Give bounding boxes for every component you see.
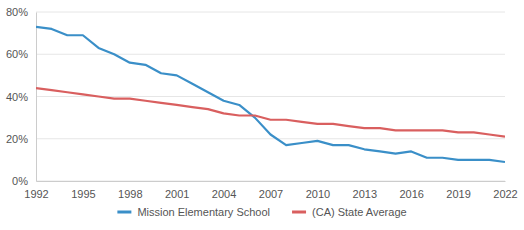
- x-tick: 2022: [493, 181, 517, 200]
- legend-label: (CA) State Average: [312, 206, 407, 218]
- y-tick: 80%: [6, 6, 36, 18]
- series-line: [36, 88, 505, 137]
- x-tick-label: 2019: [446, 188, 470, 200]
- x-tick-label: 2013: [353, 188, 377, 200]
- x-tick: 1995: [71, 181, 95, 200]
- x-tick-label: 1995: [71, 188, 95, 200]
- y-tick-label: 0%: [12, 175, 28, 187]
- chart: 0% 20% 40% 60% 80% 1992 1995 1998 2001 2004 2007 20…: [0, 0, 524, 230]
- x-tick: 2007: [259, 181, 283, 200]
- x-tick-label: 2016: [399, 188, 423, 200]
- y-tick: 20%: [6, 133, 36, 145]
- x-tick-label: 1998: [118, 188, 142, 200]
- x-tick-label: 2001: [165, 188, 189, 200]
- x-axis: 1992 1995 1998 2001 2004 2007 2010 2013 2016 2019…: [24, 181, 517, 200]
- series-line: [36, 27, 505, 162]
- y-axis-line: [36, 13, 37, 182]
- y-tick-label: 60%: [6, 48, 28, 60]
- y-tick-label: 40%: [6, 91, 28, 103]
- x-tick-label: 2010: [306, 188, 330, 200]
- legend-swatch: [292, 211, 306, 214]
- x-tick: 1998: [118, 181, 142, 200]
- x-tick: 2010: [306, 181, 330, 200]
- legend-label: Mission Elementary School: [137, 206, 270, 218]
- grid-line: [36, 54, 505, 55]
- x-tick-label: 2007: [259, 188, 283, 200]
- y-axis: 0% 20% 40% 60% 80%: [6, 6, 37, 187]
- y-tick-label: 80%: [6, 6, 28, 18]
- legend-swatch: [117, 211, 131, 214]
- y-tick: 40%: [6, 91, 36, 103]
- lines: [36, 27, 505, 162]
- legend-item: (CA) State Average: [292, 206, 407, 218]
- x-tick: 2013: [353, 181, 377, 200]
- grid-line: [36, 181, 505, 182]
- x-tick: 2019: [446, 181, 470, 200]
- x-tick-label: 2022: [493, 188, 517, 200]
- x-tick: 2001: [165, 181, 189, 200]
- x-tick-label: 1992: [24, 188, 48, 200]
- grid-line: [36, 138, 505, 139]
- legend: Mission Elementary School (CA) State Aver…: [117, 206, 406, 218]
- x-tick: 1992: [24, 181, 48, 200]
- y-tick: 60%: [6, 48, 36, 60]
- x-tick-label: 2004: [212, 188, 236, 200]
- grid-line: [36, 12, 505, 13]
- y-tick: 0%: [12, 175, 36, 187]
- x-axis-line: [37, 181, 506, 182]
- x-tick: 2016: [399, 181, 423, 200]
- grid: [36, 12, 505, 181]
- y-tick-label: 20%: [6, 133, 28, 145]
- legend-item: Mission Elementary School: [117, 206, 270, 218]
- x-tick: 2004: [212, 181, 236, 200]
